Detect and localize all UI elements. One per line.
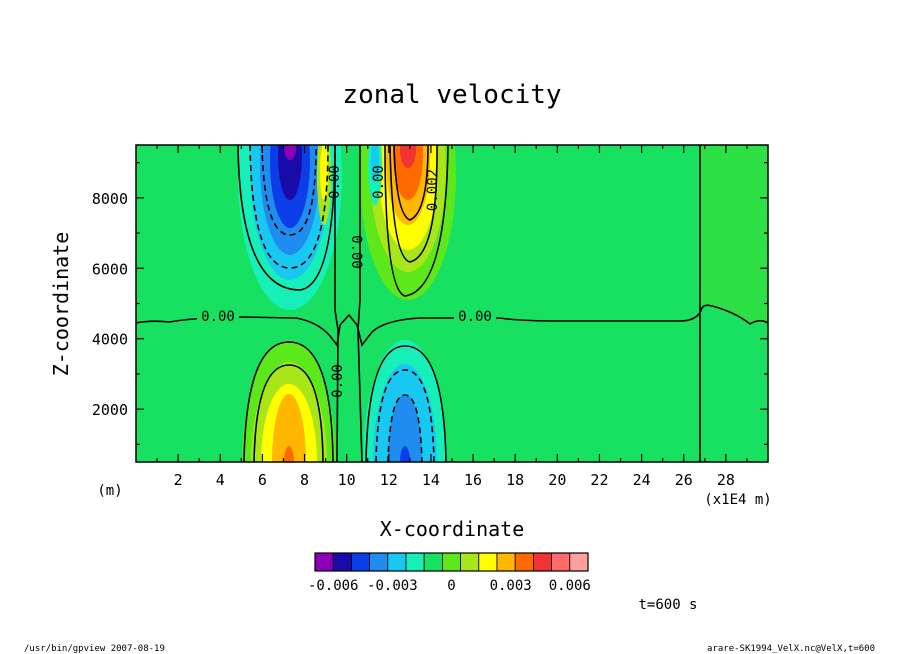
lobe-lower-pos-5 [284,446,294,462]
x-tick-label: 18 [506,471,524,489]
colorbar-swatch [496,552,516,572]
y-axis: 2000 4000 6000 8000 [92,162,768,445]
contour-zero-vertical-2 [357,145,363,462]
y-tick-label: 8000 [92,190,128,208]
contour-label-0: 0.00 [201,309,235,325]
colorbar-tick-label: -0.003 [367,578,418,594]
contour-zero-vertical-1 [334,145,339,462]
x-tick-label: 16 [464,471,482,489]
colorbar-swatch [423,552,443,572]
x-tick-label: 22 [590,471,608,489]
colorbar-swatch [405,552,425,572]
x-tick-label: 28 [717,471,735,489]
x-tick-label: 14 [422,471,440,489]
y-tick-label: 6000 [92,260,128,278]
x-tick-label: 4 [216,471,225,489]
colorbar-tick-label: -0.006 [308,578,359,594]
chart-title: zonal velocity [342,80,561,110]
x-tick-label: 10 [338,471,356,489]
contour-upper-pos-inner [393,145,429,221]
colorbar-swatch [533,552,553,572]
colorbar-frame [314,552,589,572]
colorbar-swatch [350,552,370,572]
contour-upper-pos-outer [384,145,449,297]
lobe-upper-small-neg-core [371,145,379,182]
x-tick-label: 20 [548,471,566,489]
lobe-lower-pos-4 [272,394,306,462]
colorbar-swatch [369,552,389,572]
contour-lower-neg-outer [365,345,447,462]
lobe-upper-neg-5 [278,145,302,200]
contour-label-5: 0.00 [348,235,364,269]
colorbar-swatch [460,552,480,572]
y-axis-label: Z-coordinate [49,232,73,377]
contour-upper-pos-mid [389,145,438,263]
zone-right [700,145,768,325]
footer-left: /usr/bin/gpview 2007-08-19 [24,644,165,654]
contour-label-2: 0.00 [327,165,343,199]
contour-lower-pos-outer [243,341,334,462]
x-axis: 2 4 6 8 10 12 14 16 18 20 22 24 26 28 [156,145,748,489]
contour-lines [136,145,768,462]
contour-label-bg-0 [197,310,239,324]
contour-label-bg-1 [454,310,496,324]
contour-label-3: 0.00 [371,165,387,199]
colorbar-swatch [314,552,334,572]
contour-lower-neg-inner [387,394,423,462]
x-tick-label: 26 [675,471,693,489]
colorbar-swatch [332,552,352,572]
colorbar-swatch [514,552,534,572]
x-tick-label: 24 [633,471,651,489]
contour-upper-neg-mid [249,145,329,269]
x-units-left: (m) [97,483,122,499]
plot-area: 0.00 0.00 0.00 0.00 0.002 0.00 0.00 [136,145,768,462]
y-tick-label: 4000 [92,331,128,349]
colorbar-swatch [569,552,589,572]
footer-right: arare-SK1994_VelX.nc@VelX,t=600 [707,644,875,654]
lobe-lower-neg-4 [400,446,410,462]
contour-upper-neg-inner [261,145,317,236]
colorbar: -0.006 -0.003 0 0.003 0.006 [308,552,591,594]
colorbar-tick-label: 0.006 [549,578,591,594]
x-units-right: (x1E4 m) [704,492,771,508]
colorbar-swatch [441,552,461,572]
contour-upper-neg-outer [237,145,336,291]
x-tick-label: 2 [174,471,183,489]
y-tick-label: 2000 [92,401,128,419]
colorbar-swatch [387,552,407,572]
colorbar-swatch [478,552,498,572]
contour-label-4: 0.002 [425,169,441,211]
x-tick-label: 12 [380,471,398,489]
contour-label-6: 0.00 [330,364,346,398]
colorbar-tick-label: 0 [447,578,455,594]
time-annotation: t=600 s [638,597,697,613]
x-tick-label: 6 [258,471,267,489]
colorbar-swatch [551,552,571,572]
contour-lower-neg-mid [375,369,435,462]
contour-lower-pos-mid [253,364,324,462]
lobe-upper-pos-6 [400,145,416,168]
lobe-upper-pos-5 [393,145,423,200]
x-axis-label: X-coordinate [380,517,525,541]
lobe-lower-neg-3 [388,394,422,462]
x-tick-label: 8 [300,471,309,489]
colorbar-tick-label: 0.003 [490,578,532,594]
lobe-upper-neg-6 [284,145,296,160]
contour-label-1: 0.00 [458,309,492,325]
